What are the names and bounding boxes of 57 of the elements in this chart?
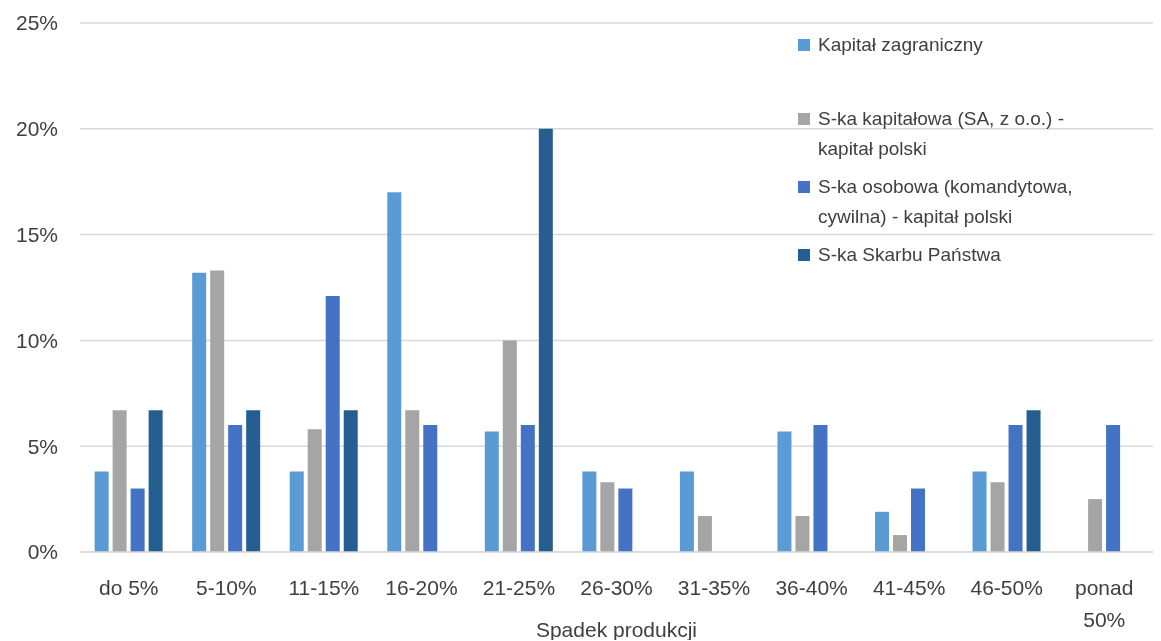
bar: [600, 482, 615, 552]
legend-label: S-ka Skarbu Państwa: [818, 243, 1002, 267]
bar: [893, 535, 907, 552]
bar: [148, 410, 163, 552]
bar: [228, 425, 243, 552]
bar: [911, 488, 925, 552]
x-tick-label: 31-35%: [677, 576, 751, 599]
bar: [210, 270, 225, 552]
bar: [246, 410, 261, 552]
x-tick-label: 5-10%: [195, 576, 257, 599]
bar: [1106, 425, 1121, 552]
legend-label: S-ka kapitałowa (SA, z o.o.) - kapitał polski: [818, 107, 1066, 161]
bar: [484, 431, 499, 552]
legend-label: S-ka osobowa (komandytowa, cywilna) - kapitał polski: [818, 175, 1074, 229]
bar: [875, 511, 889, 552]
x-tick-label: 11-15%: [288, 576, 360, 599]
y-tick-label: 10%: [15, 328, 58, 352]
x-tick-label: ponad 50%: [1075, 576, 1134, 631]
x-tick-label: 46-50%: [970, 576, 1043, 599]
y-tick-label: 25%: [15, 11, 58, 35]
bar: [679, 471, 694, 552]
bar: [112, 410, 127, 552]
bar: [582, 471, 597, 552]
bar: [130, 488, 145, 552]
x-tick-label: 21-25%: [482, 576, 556, 599]
bar: [990, 482, 1005, 552]
x-tick-label: 26-30%: [580, 576, 653, 599]
bar: [423, 425, 438, 552]
bar: [538, 128, 553, 552]
bar: [307, 429, 322, 552]
y-tick-label: 0%: [27, 540, 58, 564]
bar: [325, 295, 340, 552]
bar: [1088, 499, 1103, 552]
bar: [405, 410, 420, 552]
x-tick-label: 41-45%: [872, 576, 946, 599]
bar: [795, 516, 810, 552]
x-tick-label: 36-40%: [775, 576, 848, 599]
bar: [192, 272, 207, 552]
bar: [1026, 410, 1041, 552]
x-tick-label: 16-20%: [385, 576, 458, 599]
bar: [813, 425, 828, 552]
bar: [972, 471, 987, 552]
x-tick-label: do 5%: [99, 576, 159, 599]
y-tick-label: 20%: [15, 117, 58, 141]
bar: [387, 192, 402, 552]
bar: [289, 471, 304, 552]
bar: [520, 425, 535, 552]
legend-label: Kapitał zagraniczny: [818, 33, 984, 57]
bar: [618, 488, 633, 552]
bar: [343, 410, 358, 552]
bar: [502, 340, 517, 552]
bar: [777, 431, 792, 552]
y-tick-label: 5%: [27, 434, 58, 458]
bar: [1008, 425, 1023, 552]
bar: [697, 516, 712, 552]
y-tick-label: 15%: [15, 223, 58, 247]
bar: [94, 471, 109, 552]
